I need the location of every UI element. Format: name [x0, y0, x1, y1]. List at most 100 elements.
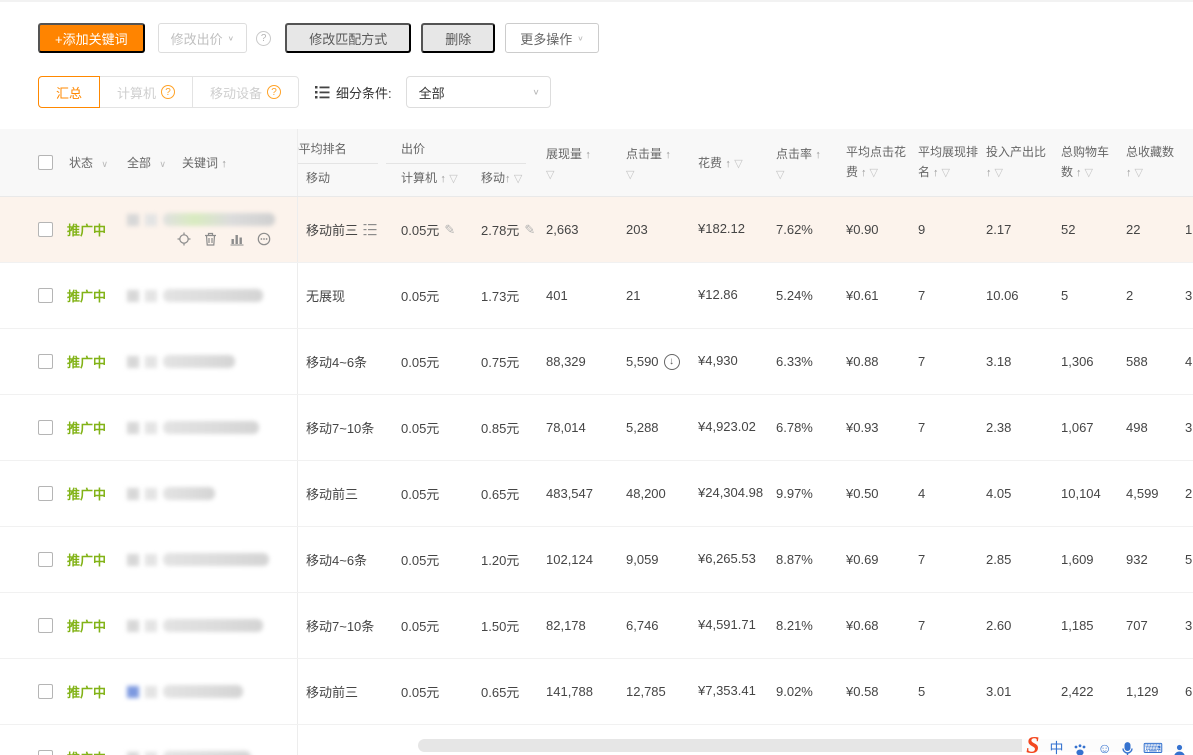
- total-carts-column-header[interactable]: 总购物车数 ↑ ▽: [1061, 144, 1110, 180]
- smiley-icon[interactable]: ☺: [1097, 740, 1112, 755]
- sort-up-icon[interactable]: ↑: [933, 167, 939, 180]
- bid-pc-header[interactable]: 计算机 ↑ ▽: [401, 170, 458, 185]
- sort-up-icon[interactable]: ↑: [440, 172, 446, 185]
- avg-impr-rank-column-header[interactable]: 平均展现排名 ↑ ▽: [918, 144, 979, 180]
- sort-up-icon[interactable]: ↑: [665, 148, 671, 161]
- row-frozen-cells: 推广中: [0, 725, 297, 755]
- impressions-column-header[interactable]: 展现量 ↑ ▽: [546, 146, 591, 181]
- target-icon[interactable]: [177, 232, 191, 246]
- bar-chart-icon[interactable]: [230, 232, 244, 246]
- sort-up-icon[interactable]: ↑: [505, 172, 511, 185]
- bid-mobile-header[interactable]: 移动↑ ▽: [481, 170, 523, 185]
- edit-match-button[interactable]: 修改匹配方式: [285, 23, 412, 53]
- filter-funnel-icon[interactable]: ▽: [1084, 167, 1093, 180]
- toolbar: +添加关键词 修改出价 ∨ ? 修改匹配方式 删除 更多操作 ∨: [0, 2, 1193, 53]
- sort-up-icon[interactable]: ↑: [1126, 167, 1132, 180]
- row-checkbox[interactable]: [38, 552, 53, 567]
- more-options-icon[interactable]: [257, 232, 271, 246]
- avg-impr-rank-value: 7: [918, 288, 926, 303]
- status-text: 推广中: [67, 748, 119, 755]
- help-icon[interactable]: ?: [256, 30, 272, 46]
- avg-click-cost-value: ¥0.58: [846, 684, 879, 699]
- horizontal-scrollbar[interactable]: [418, 739, 1185, 752]
- tab-summary[interactable]: 汇总: [38, 76, 101, 108]
- row-checkbox[interactable]: [38, 618, 53, 633]
- microphone-icon[interactable]: [1122, 742, 1133, 755]
- sogou-logo[interactable]: S: [1026, 733, 1040, 755]
- status-text: 推广中: [67, 619, 107, 634]
- edit-bid-button[interactable]: 修改出价 ∨: [157, 23, 248, 53]
- click-trend-icon[interactable]: ↓: [663, 353, 680, 370]
- row-checkbox[interactable]: [38, 288, 53, 303]
- person-icon[interactable]: [1173, 744, 1186, 755]
- row-checkbox[interactable]: [38, 222, 53, 237]
- total-favs-column-header[interactable]: 总收藏数↑ ▽: [1126, 144, 1175, 180]
- filter-funnel-icon[interactable]: ▽: [941, 167, 950, 180]
- help-icon[interactable]: ?: [267, 85, 282, 99]
- keyboard-icon[interactable]: ⌨: [1142, 740, 1163, 755]
- bid-mobile-value: 2.78元: [481, 223, 520, 238]
- sort-up-icon[interactable]: ↑: [815, 148, 821, 161]
- tab-computer[interactable]: 计算机?: [99, 76, 194, 108]
- row-scroll-cells: 无展现 0.05元✎ 1.73元✎ 401 21↓ ¥12.86 5.24% ¥…: [297, 263, 1193, 328]
- filter-funnel-icon[interactable]: ▽: [513, 172, 523, 185]
- avg-click-cost-value: ¥0.50: [846, 486, 879, 501]
- bid-mobile-value: 1.73元: [481, 289, 520, 304]
- ctr-column-header[interactable]: 点击率 ↑ ▽: [776, 146, 821, 181]
- sort-up-icon[interactable]: ↑: [725, 158, 731, 170]
- row-frozen-cells: 推广中: [0, 593, 297, 658]
- avg-impr-rank-value: 4: [918, 486, 926, 501]
- row-scroll-cells: 移动7~10条 0.05元✎ 0.85元✎ 78,014 5,288↓ ¥4,9…: [297, 395, 1193, 460]
- roi-column-header[interactable]: 投入产出比↑ ▽: [986, 144, 1047, 180]
- row-checkbox[interactable]: [38, 420, 53, 435]
- clipped-value: 3: [1185, 288, 1193, 303]
- redacted-keyword: [127, 685, 243, 698]
- filter-funnel-icon[interactable]: ▽: [776, 168, 785, 181]
- add-keyword-button[interactable]: +添加关键词: [38, 23, 145, 53]
- row-checkbox[interactable]: [38, 486, 53, 501]
- chinese-mode-icon[interactable]: 中: [1049, 740, 1064, 755]
- roi-value: 3.01: [986, 684, 1012, 699]
- filter-funnel-icon[interactable]: ▽: [734, 158, 743, 170]
- sort-up-icon[interactable]: ↑: [986, 167, 992, 180]
- bid-mobile-value: 0.65元: [481, 487, 520, 502]
- delete-button[interactable]: 删除: [421, 23, 496, 53]
- trash-icon[interactable]: [204, 232, 217, 246]
- row-checkbox[interactable]: [38, 354, 53, 369]
- clipped-value: 3: [1185, 618, 1193, 633]
- cost-column-header[interactable]: 花费 ↑ ▽: [698, 156, 743, 170]
- redacted-keyword: [127, 553, 269, 566]
- edit-pencil-icon[interactable]: ✎: [524, 221, 536, 237]
- filter-funnel-icon[interactable]: ▽: [449, 172, 458, 185]
- impressions-value: 2,663: [546, 222, 579, 237]
- ctr-value: 7.62%: [776, 222, 813, 237]
- filter-funnel-icon[interactable]: ▽: [546, 168, 555, 181]
- sort-up-icon[interactable]: ↑: [221, 158, 227, 170]
- roi-value: 2.85: [986, 552, 1012, 567]
- filter-funnel-icon[interactable]: ▽: [994, 167, 1003, 180]
- more-actions-button[interactable]: 更多操作 ∨: [505, 23, 599, 53]
- status-column-header[interactable]: 状态 ∨: [69, 156, 108, 170]
- sort-up-icon[interactable]: ↑: [1076, 167, 1082, 180]
- filter-funnel-icon[interactable]: ▽: [626, 168, 635, 181]
- keyword-cell: [127, 421, 259, 434]
- help-icon[interactable]: ?: [161, 85, 176, 99]
- rank-list-icon[interactable]: [363, 223, 377, 237]
- ime-toolbar: S 中 ☺ ⌨: [1022, 733, 1190, 755]
- avg-click-cost-column-header[interactable]: 平均点击花费 ↑ ▽: [846, 144, 907, 180]
- row-checkbox[interactable]: [38, 684, 53, 699]
- filter-funnel-icon[interactable]: ▽: [1134, 167, 1143, 180]
- segment-select[interactable]: 全部 ∨: [405, 76, 551, 108]
- sort-up-icon[interactable]: ↑: [585, 148, 591, 161]
- tab-mobile[interactable]: 移动设备?: [192, 76, 300, 108]
- sort-up-icon[interactable]: ↑: [861, 167, 867, 180]
- edit-pencil-icon[interactable]: ✎: [444, 221, 456, 237]
- scope-column-header[interactable]: 全部 ∨: [127, 156, 166, 170]
- row-checkbox[interactable]: [38, 750, 53, 755]
- table-header: 状态 ∨ 全部 ∨ 关键词 ↑ 0平均排名 移动 出价 计算机 ↑ ▽ 移动↑ …: [0, 129, 1193, 197]
- keyword-column-header[interactable]: 关键词 ↑: [182, 156, 227, 170]
- filter-funnel-icon[interactable]: ▽: [869, 167, 878, 180]
- paw-icon[interactable]: [1073, 744, 1087, 755]
- select-all-checkbox[interactable]: [38, 155, 53, 170]
- clicks-column-header[interactable]: 点击量 ↑ ▽: [626, 146, 671, 181]
